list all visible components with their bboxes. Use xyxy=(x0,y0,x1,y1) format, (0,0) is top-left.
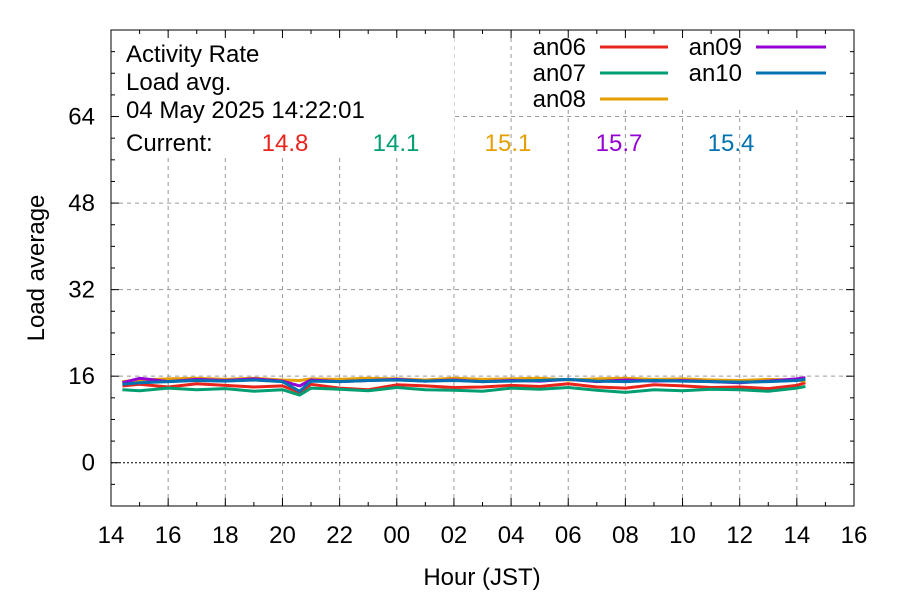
series-layer xyxy=(122,376,806,397)
title-block: Activity Rate Load avg. 04 May 2025 14:2… xyxy=(126,41,365,124)
x-tick-label: 08 xyxy=(612,522,639,549)
x-tick-label: 06 xyxy=(555,522,582,549)
current-value-an09: 15.7 xyxy=(596,130,643,157)
series-line-an06 xyxy=(122,381,806,394)
current-value-an10: 15.4 xyxy=(708,130,755,157)
series-line-an10 xyxy=(122,377,806,393)
x-tick-label: 04 xyxy=(498,522,525,549)
x-tick-label: 14 xyxy=(98,522,125,549)
x-tick-label: 18 xyxy=(212,522,239,549)
legend-label-an08: an08 xyxy=(533,86,586,113)
x-tick-label: 20 xyxy=(269,522,296,549)
current-value-an08: 15.1 xyxy=(485,130,532,157)
y-tick-label: 0 xyxy=(82,450,95,477)
x-tick-label: 00 xyxy=(383,522,410,549)
x-axis-label: Hour (JST) xyxy=(423,564,540,591)
y-tick-label: 32 xyxy=(68,277,95,304)
x-tick-label: 16 xyxy=(155,522,182,549)
current-label: Current: xyxy=(126,130,213,157)
legend-label-an07: an07 xyxy=(533,60,586,87)
legend-label-an10: an10 xyxy=(689,60,742,87)
legend-label-an06: an06 xyxy=(533,34,586,61)
legend-mask xyxy=(520,32,850,108)
current-value-an07: 14.1 xyxy=(373,130,420,157)
x-tick-label: 16 xyxy=(841,522,868,549)
x-tick-label: 22 xyxy=(326,522,353,549)
legend-label-an09: an09 xyxy=(689,34,742,61)
y-axis-label: Load average xyxy=(23,195,50,342)
current-value-an06: 14.8 xyxy=(262,130,309,157)
x-tick-label: 12 xyxy=(726,522,753,549)
x-tick-label: 10 xyxy=(669,522,696,549)
x-tick-label: 02 xyxy=(441,522,468,549)
tick-layer xyxy=(110,30,855,507)
y-tick-labels: 0 16 32 48 64 xyxy=(68,104,95,477)
series-line-an07 xyxy=(122,385,806,397)
x-tick-label: 14 xyxy=(783,522,810,549)
y-tick-label: 64 xyxy=(68,104,95,131)
title-line-2: Load avg. xyxy=(126,69,231,96)
title-line-3: 04 May 2025 14:22:01 xyxy=(126,97,365,124)
legend: an06 an07 an08 an09 an10 xyxy=(533,34,826,113)
current-values-row: Current: 14.8 14.1 15.1 15.7 15.4 xyxy=(126,130,754,157)
y-tick-label: 48 xyxy=(68,190,95,217)
title-mask xyxy=(114,32,454,158)
y-tick-label: 16 xyxy=(68,363,95,390)
x-tick-labels: 14 16 18 20 22 00 02 04 06 08 10 12 14 16 xyxy=(98,522,868,549)
title-line-1: Activity Rate xyxy=(126,41,259,68)
